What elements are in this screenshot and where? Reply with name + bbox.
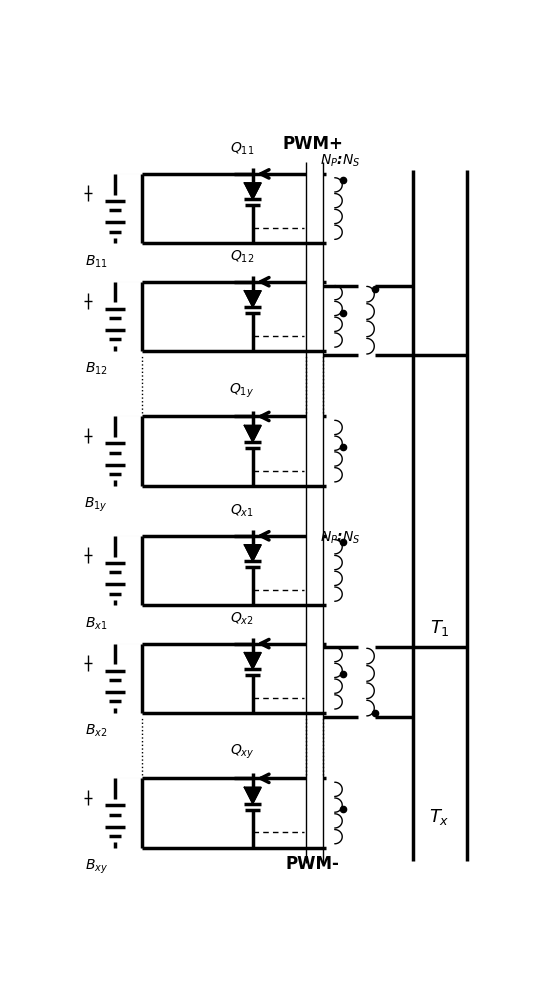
Polygon shape: [244, 425, 261, 442]
Text: $\mathit{N_P}$:$\mathit{N_S}$: $\mathit{N_P}$:$\mathit{N_S}$: [320, 152, 360, 169]
Polygon shape: [244, 291, 261, 307]
Text: $B_{x2}$: $B_{x2}$: [85, 723, 107, 739]
Text: PWM-: PWM-: [286, 855, 339, 873]
Text: $T_x$: $T_x$: [429, 807, 450, 827]
Text: $B_{1y}$: $B_{1y}$: [84, 496, 108, 514]
Polygon shape: [244, 653, 261, 669]
Text: $Q_{12}$: $Q_{12}$: [230, 248, 254, 265]
Polygon shape: [244, 787, 261, 804]
Text: $B_{xy}$: $B_{xy}$: [85, 858, 108, 876]
Text: $B_{x1}$: $B_{x1}$: [85, 615, 107, 632]
Text: $B_{12}$: $B_{12}$: [85, 361, 108, 377]
Polygon shape: [244, 545, 261, 561]
Text: $Q_{x1}$: $Q_{x1}$: [230, 502, 254, 519]
Text: $T_1$: $T_1$: [430, 618, 449, 638]
Text: $\mathit{N_P}$:$\mathit{N_S}$: $\mathit{N_P}$:$\mathit{N_S}$: [320, 530, 360, 546]
Text: $Q_{11}$: $Q_{11}$: [230, 141, 254, 157]
Text: $Q_{xy}$: $Q_{xy}$: [230, 743, 254, 761]
Text: $Q_{1y}$: $Q_{1y}$: [229, 381, 255, 400]
Text: PWM+: PWM+: [282, 135, 343, 153]
Polygon shape: [244, 183, 261, 199]
Text: $B_{11}$: $B_{11}$: [85, 253, 108, 270]
Text: $Q_{x2}$: $Q_{x2}$: [230, 610, 254, 627]
